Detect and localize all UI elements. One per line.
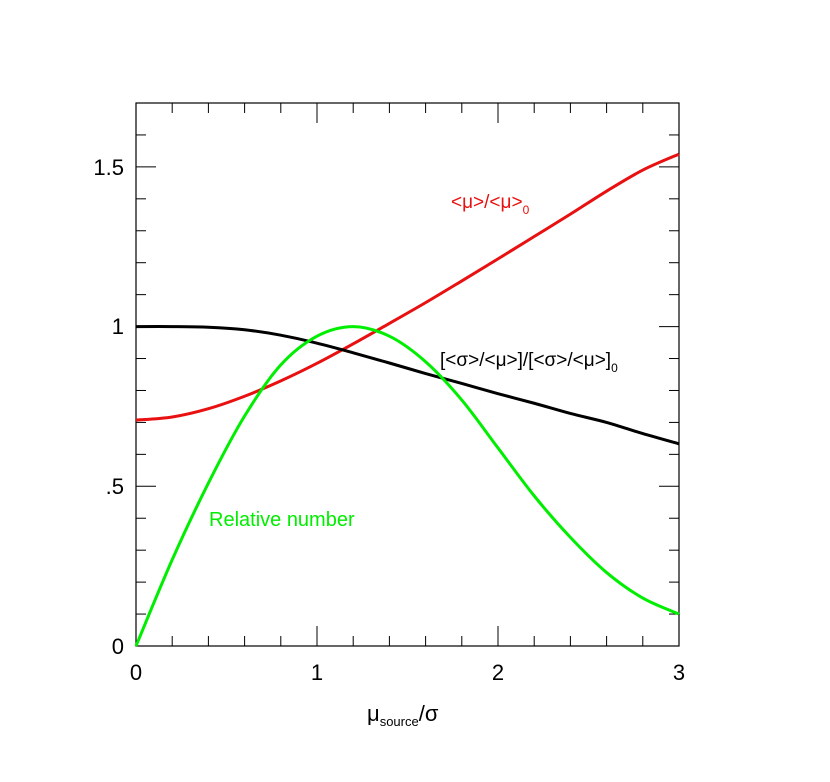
y-tick-label-1: .5 xyxy=(106,474,124,499)
mean-ratio-label-sub: 0 xyxy=(523,203,530,217)
mean-ratio-label: <μ>/<μ>0 xyxy=(451,192,530,217)
x-tick-label-2: 2 xyxy=(492,660,504,685)
x-tick-label-0: 0 xyxy=(130,660,142,685)
series-line-relative-number xyxy=(134,325,680,647)
x-tick-label-1: 1 xyxy=(311,660,323,685)
tick-marks xyxy=(135,102,680,647)
y-tick-label-3: 1.5 xyxy=(93,155,124,180)
relative-number-label: Relative number xyxy=(209,509,355,531)
x-axis-label-tail: /σ xyxy=(419,701,439,726)
plot-frame xyxy=(135,102,680,647)
y-tick-label-0: 0 xyxy=(112,634,124,659)
mean-ratio-label-main: <μ>/<μ> xyxy=(451,192,523,213)
series-line-mean-ratio xyxy=(135,152,680,422)
x-axis-label: μsource/σ xyxy=(367,701,439,729)
x-axis-label-main: μ xyxy=(367,701,380,726)
x-tick-labels: 0 1 2 3 xyxy=(130,660,685,685)
width-ratio-label-main: [<σ>/<μ>]/[<σ>/<μ>] xyxy=(440,350,611,371)
series-line-width-ratio xyxy=(135,325,680,446)
x-axis-label-sub: source xyxy=(380,714,419,729)
width-ratio-label: [<σ>/<μ>]/[<σ>/<μ>]0 xyxy=(440,350,618,375)
x-tick-label-3: 3 xyxy=(673,660,685,685)
y-tick-label-2: 1 xyxy=(112,314,124,339)
series-group xyxy=(134,152,680,647)
y-tick-labels: 0 .5 1 1.5 xyxy=(93,155,124,659)
width-ratio-label-sub: 0 xyxy=(611,361,618,375)
